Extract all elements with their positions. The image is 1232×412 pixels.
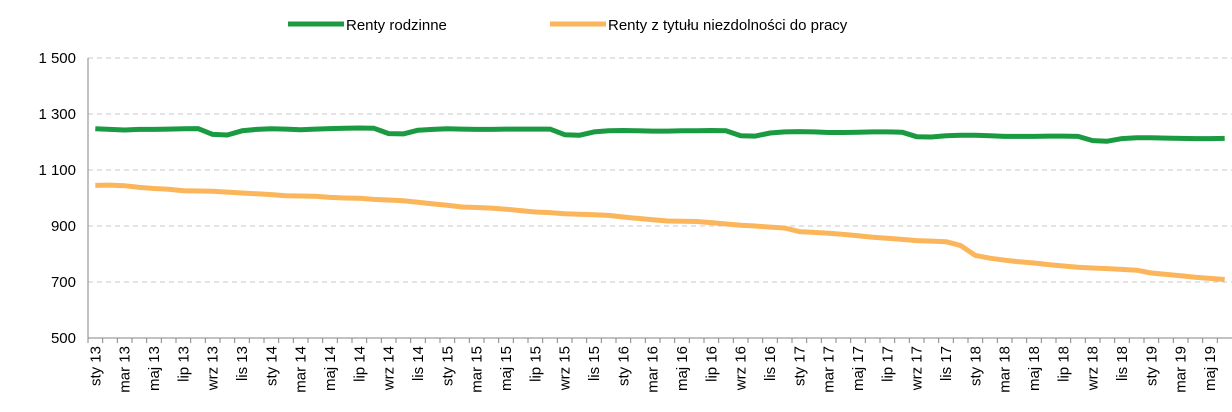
y-tick-label: 1 500 — [38, 50, 76, 67]
x-tick-label: mar 15 — [469, 346, 486, 393]
x-tick-label: wrz 15 — [557, 346, 574, 391]
x-tick-label: sty 18 — [967, 346, 984, 386]
x-tick-label: lip 15 — [527, 346, 544, 382]
x-tick-label: lis 18 — [1114, 346, 1131, 381]
x-tick-label: maj 19 — [1202, 346, 1219, 391]
legend-label: Renty rodzinne — [346, 17, 447, 34]
x-tick-label: maj 16 — [674, 346, 691, 391]
x-tick-label: mar 16 — [645, 346, 662, 393]
x-tick-label: lip 13 — [175, 346, 192, 382]
x-tick-label: lip 14 — [351, 346, 368, 382]
x-tick-label: lip 17 — [879, 346, 896, 382]
x-tick-label: sty 16 — [615, 346, 632, 386]
x-tick-label: mar 19 — [1173, 346, 1190, 393]
x-tick-label: maj 13 — [146, 346, 163, 391]
series-line — [95, 125, 1225, 144]
y-tick-label: 1 100 — [38, 162, 76, 179]
x-tick-label: sty 19 — [1143, 346, 1160, 386]
y-tick-label: 1 300 — [38, 106, 76, 123]
x-tick-label: mar 14 — [293, 346, 310, 393]
x-tick-label: wrz 16 — [733, 346, 750, 391]
x-tick-label: maj 14 — [322, 346, 339, 391]
x-tick-label: mar 17 — [821, 346, 838, 393]
x-tick-label: lip 18 — [1055, 346, 1072, 382]
x-tick-label: lis 13 — [234, 346, 251, 381]
x-tick-label: mar 13 — [117, 346, 134, 393]
x-tick-label: lip 16 — [703, 346, 720, 382]
x-tick-label: wrz 13 — [205, 346, 222, 391]
x-tick-label: sty 15 — [439, 346, 456, 386]
x-tick-label: lis 16 — [762, 346, 779, 381]
x-tick-label: sty 13 — [87, 346, 104, 386]
x-tick-label: sty 17 — [791, 346, 808, 386]
x-tick-label: lis 14 — [410, 346, 427, 381]
x-tick-label: lis 17 — [938, 346, 955, 381]
legend-label: Renty z tytułu niezdolności do pracy — [608, 17, 848, 34]
x-tick-label: maj 17 — [850, 346, 867, 391]
x-tick-label: wrz 18 — [1085, 346, 1102, 391]
x-tick-label: wrz 17 — [909, 346, 926, 391]
y-tick-label: 700 — [51, 274, 76, 291]
x-tick-label: lis 15 — [586, 346, 603, 381]
x-tick-label: maj 15 — [498, 346, 515, 391]
series-line — [95, 182, 1225, 282]
x-tick-label: sty 14 — [263, 346, 280, 386]
y-tick-label: 500 — [51, 330, 76, 347]
x-tick-label: mar 18 — [997, 346, 1014, 393]
x-tick-label: maj 18 — [1026, 346, 1043, 391]
y-tick-label: 900 — [51, 218, 76, 235]
x-tick-label: wrz 14 — [381, 346, 398, 391]
